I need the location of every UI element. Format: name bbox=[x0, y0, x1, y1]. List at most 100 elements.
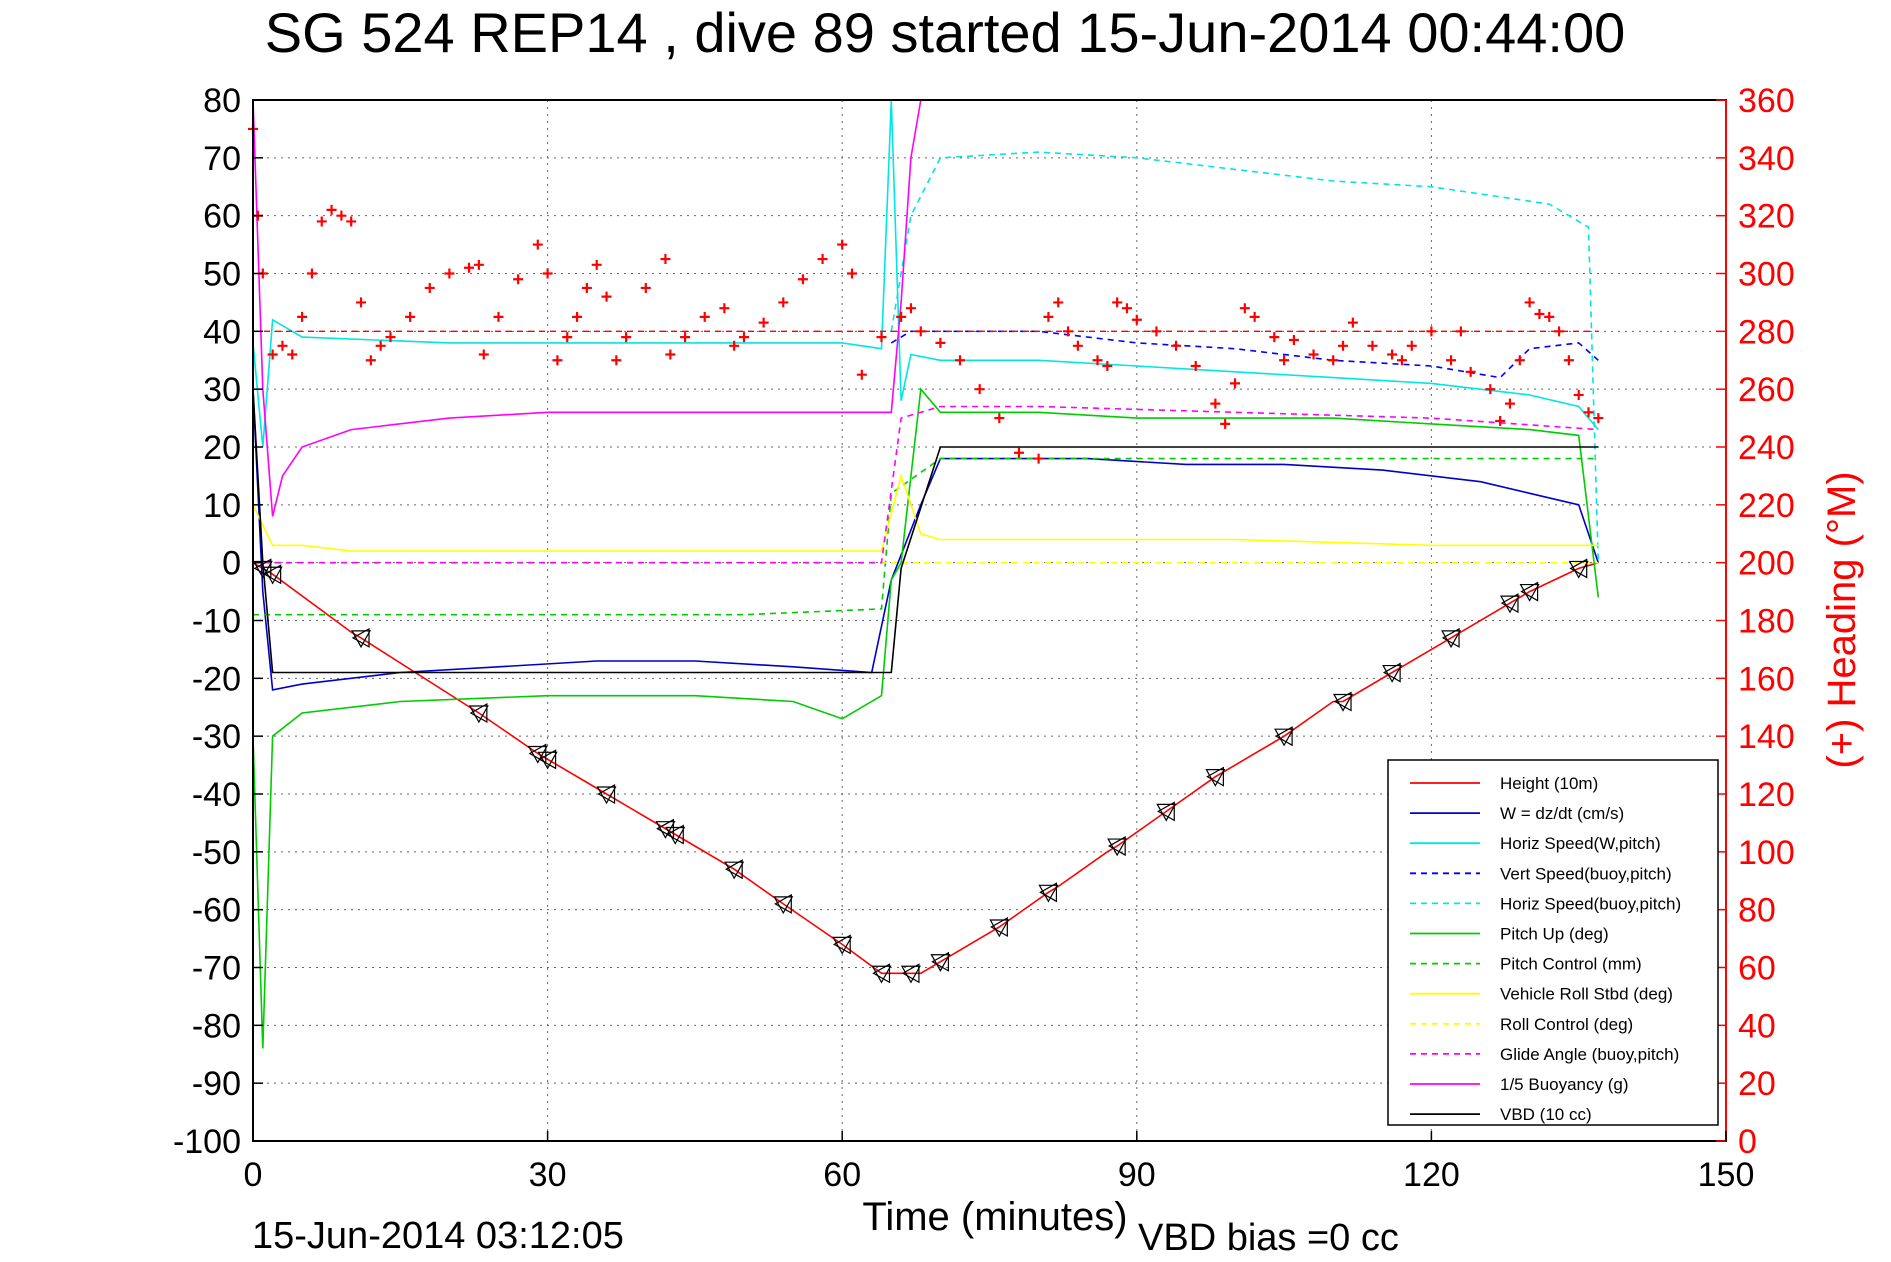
depth-triangle-down bbox=[871, 965, 892, 984]
depth-triangle-down bbox=[1568, 560, 1589, 579]
right-tick-label: 280 bbox=[1738, 313, 1795, 351]
depth-triangle-down bbox=[262, 566, 283, 585]
heading-point bbox=[1151, 326, 1162, 337]
depth-triangle-left bbox=[469, 703, 488, 724]
heading-point bbox=[856, 369, 867, 380]
heading-point bbox=[699, 311, 710, 322]
heading-point bbox=[1269, 332, 1280, 343]
series-line-2 bbox=[252, 99, 1599, 448]
depth-triangle-left bbox=[901, 963, 920, 984]
heading-point bbox=[1171, 340, 1182, 351]
legend-label: Horiz Speed(buoy,pitch) bbox=[1500, 894, 1681, 913]
depth-triangle-down bbox=[350, 630, 372, 649]
depth-triangle-left bbox=[1206, 766, 1224, 787]
right-tick-label: 100 bbox=[1738, 834, 1795, 872]
right-axis-label: (+) Heading (°M) bbox=[1820, 471, 1864, 768]
depth-triangle-down bbox=[1382, 664, 1403, 683]
depth-triangle-left bbox=[1333, 691, 1352, 712]
depth-triangle-left bbox=[656, 818, 675, 839]
right-tick-label: 260 bbox=[1738, 371, 1795, 409]
legend-box bbox=[1387, 759, 1719, 1126]
depth-triangle-left bbox=[872, 963, 891, 984]
depth-triangle-down bbox=[832, 936, 853, 955]
heading-point bbox=[758, 317, 769, 328]
heading-point bbox=[287, 349, 298, 360]
legend: Height (10m) W = dz/dt (cm/s) Horiz Speed(… bbox=[1387, 759, 1719, 1126]
right-tick-label: 320 bbox=[1738, 198, 1795, 236]
heading-markers bbox=[248, 123, 1604, 464]
legend-label: VBD (10 cc) bbox=[1500, 1105, 1592, 1124]
depth-triangle-left bbox=[1157, 801, 1175, 822]
heading-point bbox=[1279, 355, 1290, 366]
depth-triangle-down bbox=[468, 705, 489, 724]
y-tick-label: -10 bbox=[192, 603, 241, 641]
heading-point bbox=[739, 332, 749, 343]
heading-point bbox=[665, 349, 676, 360]
heading-point bbox=[1554, 326, 1565, 337]
heading-point bbox=[640, 282, 651, 293]
heading-point bbox=[1092, 355, 1103, 366]
series-line-1 bbox=[252, 389, 1600, 691]
timestamp-label: 15-Jun-2014 03:12:05 bbox=[252, 1215, 624, 1257]
heading-point bbox=[1563, 355, 1574, 366]
x-tick-label: 90 bbox=[1118, 1156, 1156, 1194]
legend-label: Pitch Control (mm) bbox=[1500, 955, 1642, 974]
right-tick-label: 240 bbox=[1738, 429, 1795, 467]
x-tick-label: 150 bbox=[1698, 1156, 1755, 1194]
depth-triangle-down bbox=[1038, 884, 1059, 903]
y-tick-label: 0 bbox=[222, 545, 241, 583]
heading-point bbox=[719, 303, 730, 314]
heading-point bbox=[1485, 384, 1496, 395]
legend-label: W = dz/dt (cm/s) bbox=[1500, 804, 1624, 823]
heading-point bbox=[876, 332, 887, 343]
heading-point bbox=[935, 337, 946, 348]
heading-point bbox=[1249, 311, 1260, 322]
depth-triangle-down bbox=[1156, 803, 1177, 822]
heading-point bbox=[1524, 297, 1535, 308]
heading-point bbox=[1210, 398, 1221, 409]
right-tick-label: 180 bbox=[1738, 603, 1795, 641]
heading-point bbox=[581, 282, 592, 293]
y-tick-label: 20 bbox=[203, 429, 241, 467]
heading-point bbox=[817, 254, 828, 265]
y-tick-label: -90 bbox=[192, 1065, 241, 1103]
y-tick-label: -70 bbox=[192, 950, 241, 988]
heading-point bbox=[1446, 355, 1457, 366]
y-tick-label: 60 bbox=[203, 198, 241, 236]
heading-point bbox=[905, 303, 916, 314]
heading-point bbox=[915, 326, 926, 337]
heading-point bbox=[1406, 340, 1417, 351]
heading-point bbox=[1534, 308, 1545, 319]
heading-point bbox=[405, 311, 416, 322]
depth-triangle-left bbox=[1569, 558, 1588, 579]
heading-point bbox=[1112, 297, 1123, 308]
heading-point bbox=[562, 332, 573, 343]
depth-triangle-left bbox=[931, 951, 949, 972]
heading-point bbox=[601, 291, 612, 302]
heading-point bbox=[552, 355, 563, 366]
depth-triangle-left bbox=[774, 893, 792, 914]
heading-point bbox=[1308, 349, 1319, 360]
heading-point bbox=[591, 259, 602, 270]
heading-point bbox=[1033, 453, 1044, 464]
depth-triangle-left bbox=[1441, 627, 1460, 648]
heading-point bbox=[1347, 317, 1358, 328]
heading-point bbox=[660, 254, 671, 265]
heading-point bbox=[1387, 349, 1398, 360]
heading-point bbox=[1288, 335, 1299, 346]
heading-point bbox=[611, 355, 622, 366]
heading-point bbox=[1131, 314, 1142, 325]
depth-triangle-down bbox=[1441, 630, 1462, 649]
heading-point bbox=[1121, 303, 1132, 314]
x-axis-ticks: 0 30 60 90 120 150 bbox=[244, 1131, 1755, 1194]
y-tick-label: 50 bbox=[203, 256, 241, 294]
x-tick-label: 120 bbox=[1403, 1156, 1460, 1194]
depth-triangle-left bbox=[990, 916, 1008, 938]
right-axis-ticks: 3603403203002802602402202001801601401201… bbox=[1716, 82, 1795, 1161]
legend-label: Horiz Speed(W,pitch) bbox=[1500, 834, 1661, 853]
series-line-5 bbox=[252, 387, 1600, 1049]
depth-triangle-left bbox=[597, 783, 616, 805]
depth-markers bbox=[252, 558, 1589, 984]
depth-triangle-down bbox=[1332, 693, 1354, 712]
series-line-7 bbox=[252, 473, 1599, 552]
